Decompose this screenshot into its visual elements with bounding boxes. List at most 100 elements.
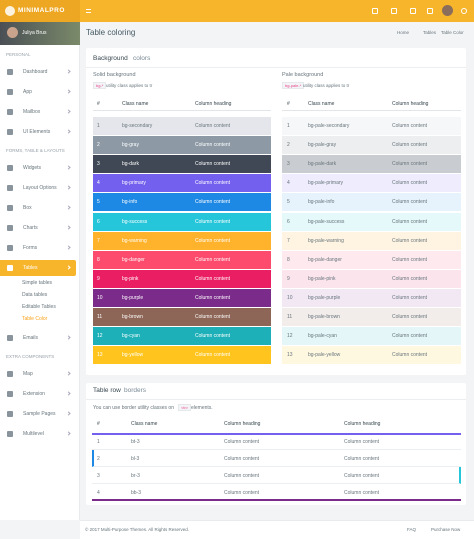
menu-icon [7,225,13,231]
submenu-item[interactable]: Table Color [22,316,48,322]
menu-item[interactable]: Multilevel [23,431,44,437]
menu-icon [7,371,13,377]
menu-item[interactable]: Emails [23,335,39,341]
table-cell: Column content [195,333,231,340]
table-note: utility class applies to tr [106,83,153,88]
menu-item[interactable]: Dashboard [23,69,48,75]
table-cell: Column content [195,123,231,129]
table-cell: Column content [392,161,428,168]
menu-item[interactable]: Charts [23,225,38,231]
table-cell: Column content [195,275,231,282]
breadcrumb[interactable]: Home [397,30,410,35]
menu-item[interactable]: Box [23,205,32,211]
submenu-item[interactable]: Simple tables [22,280,53,286]
menu-icon [7,245,13,251]
table-cell: 10 [287,294,293,301]
table-cell: Column content [195,352,231,359]
table-cell: Column content [195,294,231,301]
menu-icon [7,185,13,191]
column-header: Column heading [344,421,381,427]
menu-item[interactable]: Layout Options [23,185,57,191]
menu-item[interactable]: Extension [23,391,45,397]
table-cell: Column content [392,352,428,359]
table-cell: 3 [97,161,100,168]
table-cell: bg-gray [122,142,139,149]
section-title: FORMS, TABLE & LAYOUTS [6,148,65,153]
menu-icon [7,69,13,75]
card [86,383,466,505]
menu-item[interactable]: Sample Pages [23,411,56,417]
table-cell: 7 [287,237,290,244]
table-cell: 3 [97,473,100,479]
footer-link[interactable]: FAQ [407,527,417,532]
menu-active [0,260,76,276]
column-header: Class name [131,421,158,427]
menu-icon [7,411,13,417]
header-icon[interactable] [372,8,378,14]
table-cell: bg-pale-info [308,199,335,206]
table-cell: bg-pale-warning [308,237,344,244]
header-icon[interactable] [410,8,416,14]
menu-icon [7,431,13,437]
menu-item[interactable]: UI Elements [23,129,51,135]
header-line [93,110,271,111]
table-cell: bg-primary [122,180,146,187]
table-cell: bg-danger [122,256,145,263]
table-cell: bl-3 [131,456,140,462]
table-row [93,288,271,307]
table-row [93,155,271,174]
menu-item[interactable]: Map [23,371,33,377]
menu-item[interactable]: Tables [23,265,38,271]
column-header: # [287,101,290,107]
menu-item[interactable]: Mailbox [23,109,41,115]
header-icon[interactable] [391,8,397,14]
table-title: Solid background [93,72,136,78]
table-cell: 3 [287,161,290,168]
table-cell: Column content [344,490,380,496]
user-avatar [7,27,18,38]
avatar[interactable] [442,5,453,16]
table-cell: Column content [392,123,428,129]
table-cell: 12 [287,333,293,340]
card-title-accent: colors [133,55,151,62]
menu-toggle[interactable] [86,9,91,13]
table-cell: bg-pale-secondary [308,123,350,129]
user-panel [0,22,80,45]
submenu-item[interactable]: Editable Tables [22,304,56,310]
table-cell: Column content [392,314,428,320]
settings-icon[interactable] [461,8,467,14]
table-cell: 10 [97,294,103,301]
table-cell: 2 [97,456,100,462]
header-icon[interactable] [427,8,433,14]
table-row [282,288,461,307]
table-cell: 5 [97,199,100,206]
table-row [92,467,461,484]
submenu-item[interactable]: Data tables [22,292,48,298]
table-row [93,117,271,135]
table-row [282,117,461,135]
table-row [93,212,271,231]
table-cell: Column content [392,142,428,149]
menu-icon [7,265,13,271]
table-cell: Column content [224,456,260,462]
menu-icon [7,165,13,171]
user-name[interactable]: Juliya Brus [22,30,47,36]
menu-item[interactable]: Forms [23,245,38,251]
table-cell: Column content [392,256,428,263]
table-cell: Column content [195,161,231,168]
breadcrumb[interactable]: Tables [423,30,437,35]
table-cell: bg-purple [122,294,144,301]
table-cell: bg-pale-gray [308,142,337,149]
table-cell: 4 [97,490,100,496]
table-cell: Column content [392,275,428,282]
table-row [282,212,461,231]
menu-icon [7,129,13,135]
menu-item[interactable]: App [23,89,32,95]
column-header: Column heading [392,101,429,107]
header-bar [0,0,474,22]
table-cell: 13 [287,352,293,359]
menu-item[interactable]: Widgets [23,165,42,171]
table-cell: Column content [392,333,428,340]
table-cell: 1 [97,439,100,445]
footer-link[interactable]: Purchase Now [431,527,461,532]
